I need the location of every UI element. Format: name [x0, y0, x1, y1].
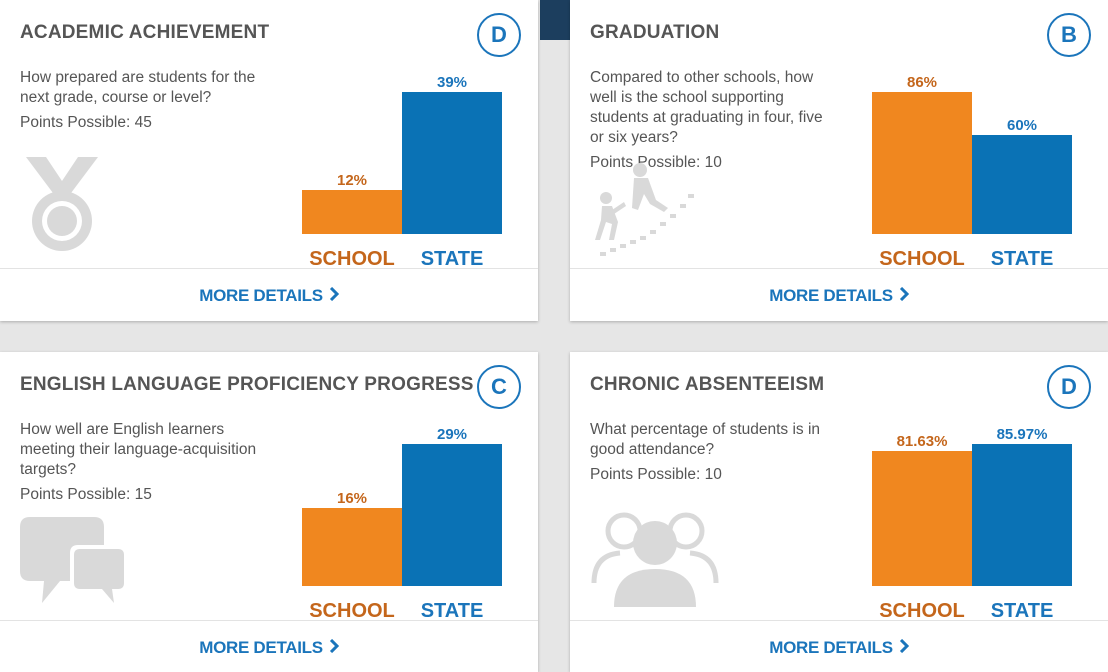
- category-label-state: STATE: [421, 600, 484, 622]
- more-details-label: MORE DETAILS: [199, 638, 323, 657]
- chevron-right-icon: [329, 639, 339, 653]
- bar-state: [402, 444, 502, 586]
- points-possible: Points Possible: 45: [20, 114, 152, 131]
- card-question: How prepared are students for the next g…: [20, 68, 280, 133]
- card-title: ACADEMIC ACHIEVEMENT: [20, 22, 270, 43]
- value-label-state: 85.97%: [997, 426, 1048, 443]
- bar-chart-svg: 86% SCHOOL 60% STATE: [872, 74, 1072, 270]
- bar-chart: 16% SCHOOL 29% STATE: [300, 412, 505, 632]
- bar-chart: 86% SCHOOL 60% STATE: [870, 60, 1075, 280]
- bar-school: [302, 190, 402, 234]
- card-question: Compared to other schools, how well is t…: [590, 68, 840, 173]
- bar-chart-svg: 16% SCHOOL 29% STATE: [302, 426, 502, 622]
- bar-state: [972, 135, 1072, 234]
- bar-chart: 81.63% SCHOOL 85.97% STATE: [870, 412, 1075, 632]
- bar-chart: 12% SCHOOL 39% STATE: [300, 60, 505, 280]
- card-title: GRADUATION: [590, 22, 720, 43]
- bar-chart-svg: 12% SCHOOL 39% STATE: [302, 74, 502, 270]
- category-label-school: SCHOOL: [309, 248, 395, 270]
- chevron-right-icon: [329, 287, 339, 301]
- more-details-bar: MORE DETAILS: [570, 268, 1108, 321]
- value-label-state: 39%: [437, 74, 467, 91]
- grade-badge: D: [1047, 365, 1091, 409]
- value-label-state: 60%: [1007, 117, 1037, 134]
- value-label-state: 29%: [437, 426, 467, 443]
- more-details-label: MORE DETAILS: [199, 286, 323, 305]
- more-details-bar: MORE DETAILS: [0, 620, 538, 672]
- bar-school: [302, 508, 402, 586]
- grade-badge: D: [477, 13, 521, 57]
- chevron-right-icon: [899, 287, 909, 301]
- more-details-link[interactable]: MORE DETAILS: [0, 638, 538, 658]
- category-label-school: SCHOOL: [879, 600, 965, 622]
- chevron-right-icon: [899, 639, 909, 653]
- card-title: ENGLISH LANGUAGE PROFICIENCY PROGRESS: [20, 374, 474, 395]
- bar-school: [872, 451, 972, 586]
- bar-school: [872, 92, 972, 234]
- more-details-link[interactable]: MORE DETAILS: [0, 286, 538, 306]
- medal-icon: [26, 157, 98, 251]
- more-details-link[interactable]: MORE DETAILS: [570, 286, 1108, 306]
- value-label-school: 86%: [907, 74, 937, 91]
- category-label-state: STATE: [421, 248, 484, 270]
- more-details-bar: MORE DETAILS: [570, 620, 1108, 672]
- grade-badge: C: [477, 365, 521, 409]
- card-question: How well are English learners meeting th…: [20, 420, 280, 505]
- category-label-school: SCHOOL: [879, 248, 965, 270]
- speech-bubbles-icon: [20, 517, 128, 609]
- climbing-stairs-icon: [595, 163, 694, 256]
- category-label-state: STATE: [991, 600, 1054, 622]
- bar-state: [972, 444, 1072, 586]
- bar-chart-svg: 81.63% SCHOOL 85.97% STATE: [872, 426, 1072, 622]
- question-text: Compared to other schools, how well is t…: [590, 69, 823, 146]
- more-details-label: MORE DETAILS: [769, 286, 893, 305]
- grade-badge: B: [1047, 13, 1091, 57]
- bar-state: [402, 92, 502, 234]
- category-label-state: STATE: [991, 248, 1054, 270]
- more-details-label: MORE DETAILS: [769, 638, 893, 657]
- card-graduation: GRADUATION B Compared to other schools, …: [570, 0, 1108, 321]
- more-details-bar: MORE DETAILS: [0, 268, 538, 321]
- card-academic-achievement: ACADEMIC ACHIEVEMENT D How prepared are …: [0, 0, 538, 321]
- card-question: What percentage of students is in good a…: [590, 420, 840, 485]
- question-text: What percentage of students is in good a…: [590, 421, 821, 458]
- group-people-icon: [591, 512, 719, 607]
- card-english-language-proficiency: ENGLISH LANGUAGE PROFICIENCY PROGRESS C …: [0, 352, 538, 672]
- card-chronic-absenteeism: CHRONIC ABSENTEEISM D What percentage of…: [570, 352, 1108, 672]
- points-possible: Points Possible: 15: [20, 486, 152, 503]
- top-navbar-edge: [540, 0, 570, 40]
- points-possible: Points Possible: 10: [590, 154, 722, 171]
- category-label-school: SCHOOL: [309, 600, 395, 622]
- more-details-link[interactable]: MORE DETAILS: [570, 638, 1108, 658]
- card-title: CHRONIC ABSENTEEISM: [590, 374, 825, 395]
- value-label-school: 81.63%: [897, 433, 948, 450]
- question-text: How prepared are students for the next g…: [20, 69, 256, 106]
- points-possible: Points Possible: 10: [590, 466, 722, 483]
- value-label-school: 16%: [337, 490, 367, 507]
- value-label-school: 12%: [337, 172, 367, 189]
- question-text: How well are English learners meeting th…: [20, 421, 257, 478]
